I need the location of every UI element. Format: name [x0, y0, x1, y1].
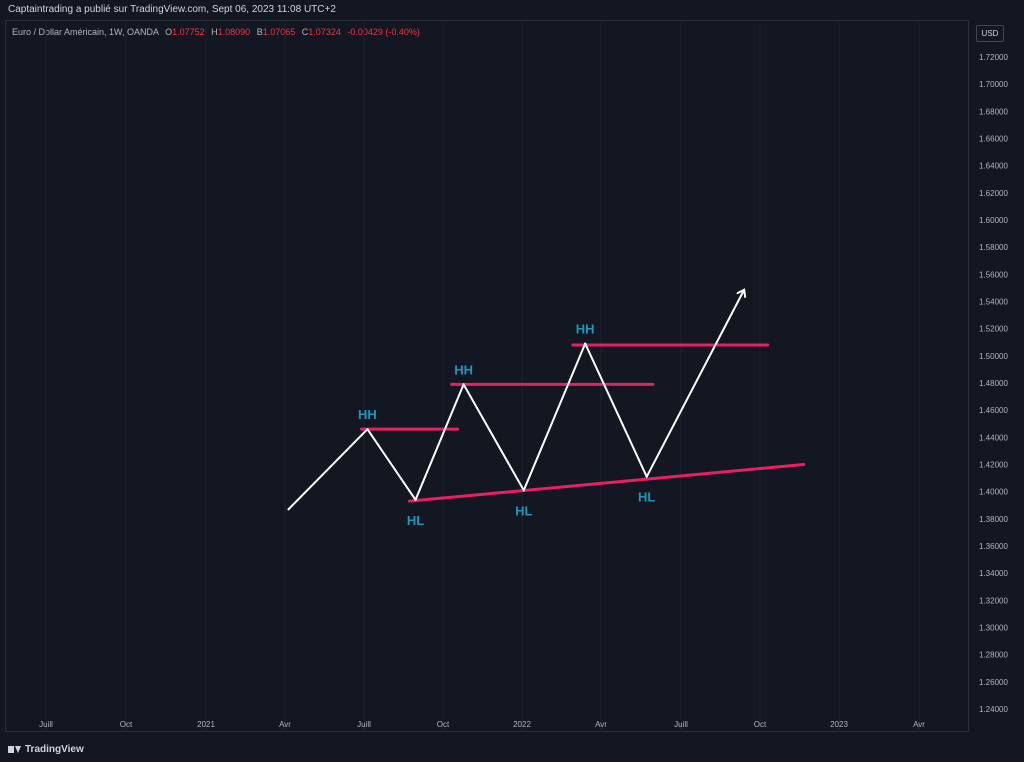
change-value: -0.00429 (-0.40%)	[347, 27, 420, 37]
y-tick-label: 1.68000	[979, 107, 1008, 116]
y-tick-label: 1.28000	[979, 651, 1008, 660]
swing-label: HH	[454, 362, 473, 377]
close-label: C	[301, 27, 309, 37]
symbol-legend: Euro / Dollar Américain, 1W, OANDA O1.07…	[12, 27, 420, 37]
y-tick-label: 1.38000	[979, 515, 1008, 524]
footer: TradingView	[8, 742, 84, 756]
y-tick-label: 1.72000	[979, 53, 1008, 62]
zigzag-segment	[287, 428, 369, 511]
swing-point	[366, 428, 369, 431]
low-label: B	[256, 27, 263, 37]
x-tick-label: 2023	[830, 720, 848, 729]
y-tick-label: 1.44000	[979, 433, 1008, 442]
y-tick-label: 1.60000	[979, 216, 1008, 225]
swing-label: HH	[576, 322, 595, 337]
zigzag-segment	[366, 428, 417, 501]
swing-point	[584, 342, 587, 345]
annotation-layer: HH HL HH HL HH HL	[358, 322, 655, 528]
swing-point	[645, 475, 648, 478]
y-tick-label: 1.24000	[979, 705, 1008, 714]
y-tick-label: 1.66000	[979, 135, 1008, 144]
top-bar: Captaintrading a publié sur TradingView.…	[0, 0, 1024, 20]
swing-label: HH	[358, 407, 377, 422]
trend-arrow-segment	[645, 291, 744, 478]
x-tick-label: Oct	[120, 720, 133, 729]
y-tick-label: 1.32000	[979, 596, 1008, 605]
price-axis[interactable]: 1.24000 1.26000 1.28000 1.30000 1.32000 1.340…	[979, 53, 1008, 714]
open-label: O	[165, 27, 173, 37]
swing-label: HL	[407, 513, 424, 528]
series-layer	[287, 290, 744, 511]
swing-label: HL	[638, 490, 655, 505]
x-tick-label: Oct	[437, 720, 450, 729]
x-tick-label: 2021	[197, 720, 215, 729]
open-value: 1.07752	[172, 27, 205, 37]
y-tick-label: 1.30000	[979, 624, 1008, 633]
currency-button[interactable]: USD	[976, 25, 1004, 42]
close-value: 1.07324	[308, 27, 341, 37]
x-tick-label: Juill	[357, 720, 371, 729]
time-axis[interactable]: Juill Oct 2021 Avr Juill Oct 2022 Avr Juill Oct 20…	[39, 720, 925, 729]
swing-point	[287, 508, 290, 511]
swing-point	[742, 289, 745, 292]
y-tick-label: 1.58000	[979, 243, 1008, 252]
y-tick-label: 1.34000	[979, 569, 1008, 578]
zigzag-segment	[414, 383, 465, 501]
y-tick-label: 1.54000	[979, 298, 1008, 307]
grid-layer	[45, 22, 920, 732]
swing-point	[522, 489, 525, 492]
high-label: H	[211, 27, 218, 37]
low-value: 1.07065	[262, 27, 296, 37]
y-tick-label: 1.42000	[979, 461, 1008, 470]
x-tick-label: Juill	[674, 720, 688, 729]
level-layer	[359, 343, 806, 503]
y-tick-label: 1.52000	[979, 325, 1008, 334]
high-value: 1.08090	[217, 27, 251, 37]
zigzag-segment	[584, 342, 648, 478]
x-tick-label: Avr	[595, 720, 607, 729]
y-tick-label: 1.36000	[979, 542, 1008, 551]
publisher-line: Captaintrading a publié sur TradingView.…	[8, 4, 336, 15]
x-tick-label: Avr	[913, 720, 925, 729]
swing-label: HL	[515, 503, 532, 518]
tradingview-logo-icon	[8, 745, 22, 754]
y-tick-label: 1.56000	[979, 270, 1008, 279]
chart-frame	[5, 20, 969, 732]
zigzag-segment	[462, 383, 525, 492]
swing-point	[462, 383, 465, 386]
brand-name: TradingView	[25, 743, 84, 755]
y-tick-label: 1.40000	[979, 488, 1008, 497]
y-tick-label: 1.50000	[979, 352, 1008, 361]
y-tick-label: 1.70000	[979, 80, 1008, 89]
level-line	[408, 463, 806, 503]
x-tick-label: Avr	[279, 720, 291, 729]
x-tick-label: Juill	[39, 720, 53, 729]
y-tick-label: 1.26000	[979, 678, 1008, 687]
y-tick-label: 1.48000	[979, 379, 1008, 388]
symbol-title: Euro / Dollar Américain, 1W, OANDA	[12, 27, 159, 37]
swing-point	[414, 498, 417, 501]
y-tick-label: 1.62000	[979, 189, 1008, 198]
y-tick-label: 1.46000	[979, 406, 1008, 415]
x-tick-label: 2022	[513, 720, 531, 729]
zigzag-segment	[522, 342, 587, 492]
y-tick-label: 1.64000	[979, 162, 1008, 171]
x-tick-label: Oct	[754, 720, 767, 729]
